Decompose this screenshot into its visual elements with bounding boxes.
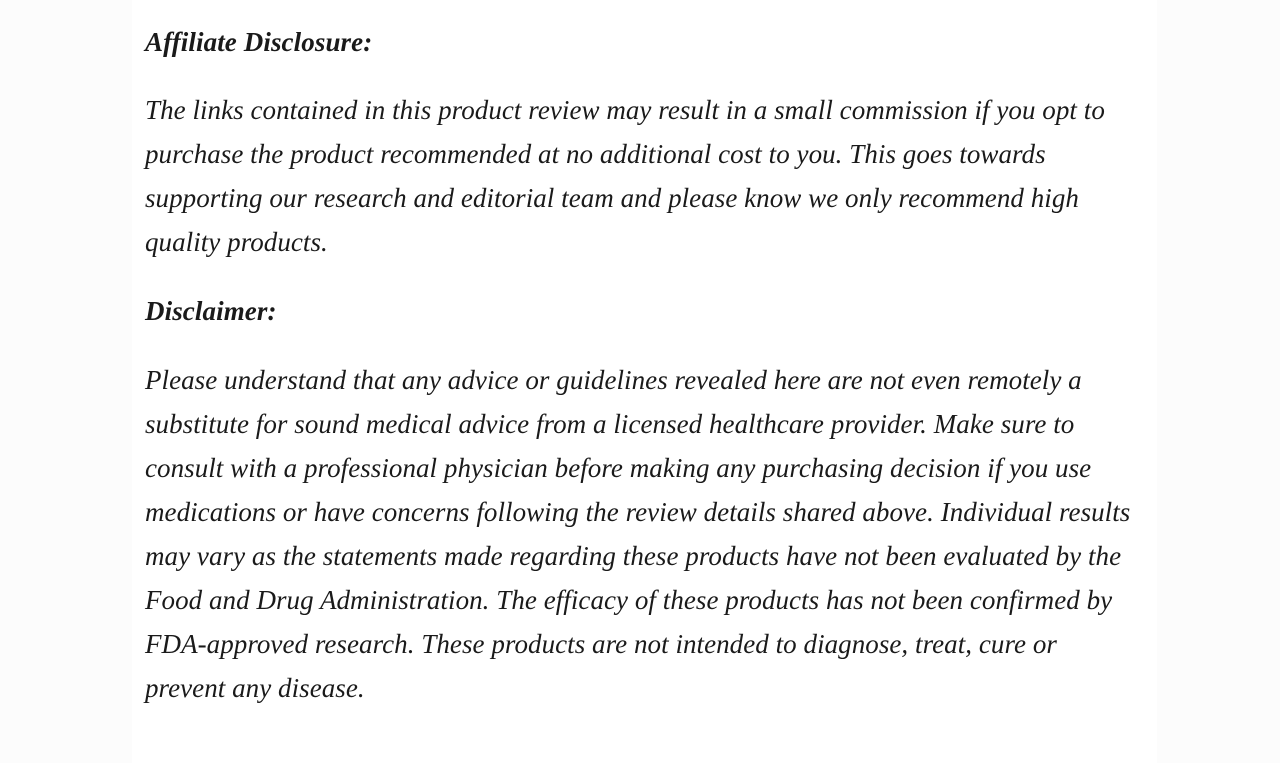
disclaimer-section: Disclaimer: Please understand that any a… bbox=[145, 289, 1143, 710]
disclaimer-heading: Disclaimer: bbox=[145, 296, 277, 326]
affiliate-disclosure-heading: Affiliate Disclosure: bbox=[145, 27, 373, 57]
affiliate-disclosure-section: Affiliate Disclosure: The links containe… bbox=[145, 20, 1143, 264]
article-content-column: Affiliate Disclosure: The links containe… bbox=[132, 0, 1157, 763]
affiliate-disclosure-paragraph: The links contained in this product revi… bbox=[145, 95, 1105, 257]
disclaimer-paragraph: Please understand that any advice or gui… bbox=[145, 365, 1131, 703]
